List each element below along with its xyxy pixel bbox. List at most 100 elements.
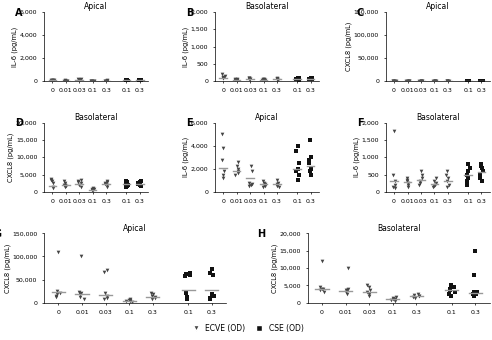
Point xyxy=(54,249,62,255)
Point xyxy=(50,78,58,83)
Point xyxy=(305,160,313,166)
Point xyxy=(445,291,453,297)
Point xyxy=(391,179,399,184)
Point xyxy=(52,294,60,300)
Point xyxy=(409,295,417,300)
Point xyxy=(390,78,398,84)
Point xyxy=(294,177,302,183)
Point xyxy=(261,183,269,189)
Point xyxy=(218,172,226,177)
Point xyxy=(389,78,397,84)
Point xyxy=(307,172,314,177)
Point xyxy=(295,75,303,81)
Point xyxy=(294,166,302,171)
Point xyxy=(405,78,413,84)
Point xyxy=(417,78,425,84)
Point xyxy=(473,289,481,295)
Point xyxy=(152,295,159,301)
Y-axis label: IL-6 (pg/mL): IL-6 (pg/mL) xyxy=(183,137,189,177)
Point xyxy=(245,180,252,185)
Point xyxy=(233,77,241,83)
Point xyxy=(403,78,411,84)
Point xyxy=(246,76,254,81)
Point xyxy=(306,157,313,162)
Point xyxy=(469,291,477,297)
Point xyxy=(260,78,268,83)
Point xyxy=(307,76,314,82)
Point xyxy=(247,168,255,174)
Point xyxy=(445,182,453,188)
Point xyxy=(62,184,69,189)
Point xyxy=(431,78,439,84)
Point xyxy=(403,175,411,181)
Point xyxy=(49,78,57,83)
Point xyxy=(234,168,242,174)
Point xyxy=(182,291,189,296)
Point xyxy=(273,181,280,187)
Point xyxy=(103,180,111,185)
Point xyxy=(90,78,97,84)
Point xyxy=(478,165,486,170)
Point xyxy=(343,291,351,297)
Point xyxy=(102,78,110,84)
Point xyxy=(405,78,413,84)
Point xyxy=(292,76,300,82)
Point xyxy=(48,179,56,184)
Y-axis label: IL-6 (pg/mL): IL-6 (pg/mL) xyxy=(354,137,360,177)
Point xyxy=(137,78,145,83)
Point xyxy=(88,187,96,193)
Point xyxy=(128,299,136,304)
Point xyxy=(101,182,109,187)
Point xyxy=(56,291,64,296)
Point xyxy=(477,78,485,83)
Point xyxy=(259,185,267,190)
Point xyxy=(429,184,437,189)
Point xyxy=(344,286,352,291)
Point xyxy=(403,179,411,184)
Point xyxy=(464,175,472,181)
Point xyxy=(392,295,400,300)
Point xyxy=(62,78,70,84)
Y-axis label: CXCL8 (pg/mL): CXCL8 (pg/mL) xyxy=(8,133,14,182)
Point xyxy=(479,168,487,174)
Point xyxy=(292,149,300,154)
Point xyxy=(464,162,472,167)
Point xyxy=(247,182,255,188)
Point xyxy=(101,78,109,83)
Y-axis label: IL-6 (pg/mL): IL-6 (pg/mL) xyxy=(183,27,189,67)
Point xyxy=(61,182,68,188)
Point xyxy=(122,78,130,83)
Point xyxy=(234,171,242,176)
Point xyxy=(75,290,83,295)
Text: C: C xyxy=(357,8,364,18)
Point xyxy=(443,168,451,174)
Point xyxy=(103,78,111,83)
Point xyxy=(47,78,55,83)
Point xyxy=(275,185,282,190)
Point xyxy=(418,168,426,174)
Point xyxy=(90,78,97,84)
Point xyxy=(260,76,268,82)
Point xyxy=(60,78,68,83)
Point xyxy=(136,180,144,185)
Title: Basolateral: Basolateral xyxy=(245,2,289,11)
Point xyxy=(416,179,424,184)
Point xyxy=(233,76,241,82)
Point xyxy=(186,272,194,278)
Point xyxy=(319,286,327,291)
Point xyxy=(103,179,111,184)
Point xyxy=(247,181,255,187)
Y-axis label: CXCL8 (pg/mL): CXCL8 (pg/mL) xyxy=(4,243,11,293)
Point xyxy=(450,284,458,290)
Point xyxy=(391,78,399,83)
Text: A: A xyxy=(15,8,23,18)
Point xyxy=(404,181,412,186)
Point xyxy=(445,78,453,84)
Point xyxy=(391,186,399,191)
Point xyxy=(77,254,85,259)
Point xyxy=(477,162,485,167)
Point xyxy=(88,78,95,83)
Point xyxy=(245,75,252,81)
Point xyxy=(403,177,411,183)
Legend: ECVE (OD), CSE (OD): ECVE (OD), CSE (OD) xyxy=(185,321,307,336)
